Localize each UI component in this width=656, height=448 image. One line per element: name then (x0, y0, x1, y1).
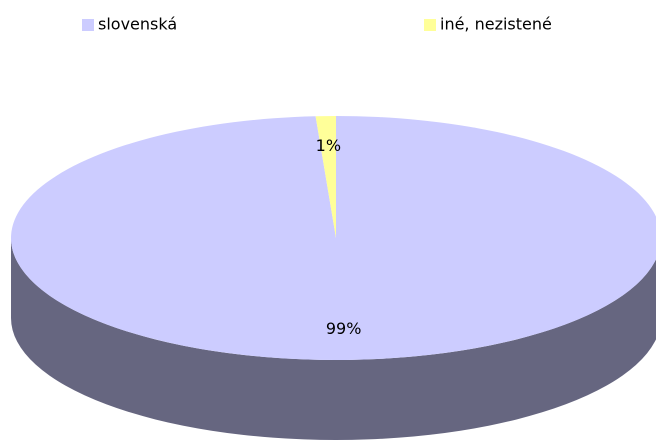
pie-slice (11, 116, 656, 360)
legend-label: slovenská (98, 15, 177, 34)
legend-label: iné, nezistené (440, 15, 552, 34)
data-label: 99% (326, 319, 362, 338)
pie-side (11, 238, 656, 440)
data-label: 1% (316, 136, 341, 155)
legend-swatch (82, 19, 94, 31)
pie-slice (315, 116, 336, 238)
legend-swatch (424, 19, 436, 31)
